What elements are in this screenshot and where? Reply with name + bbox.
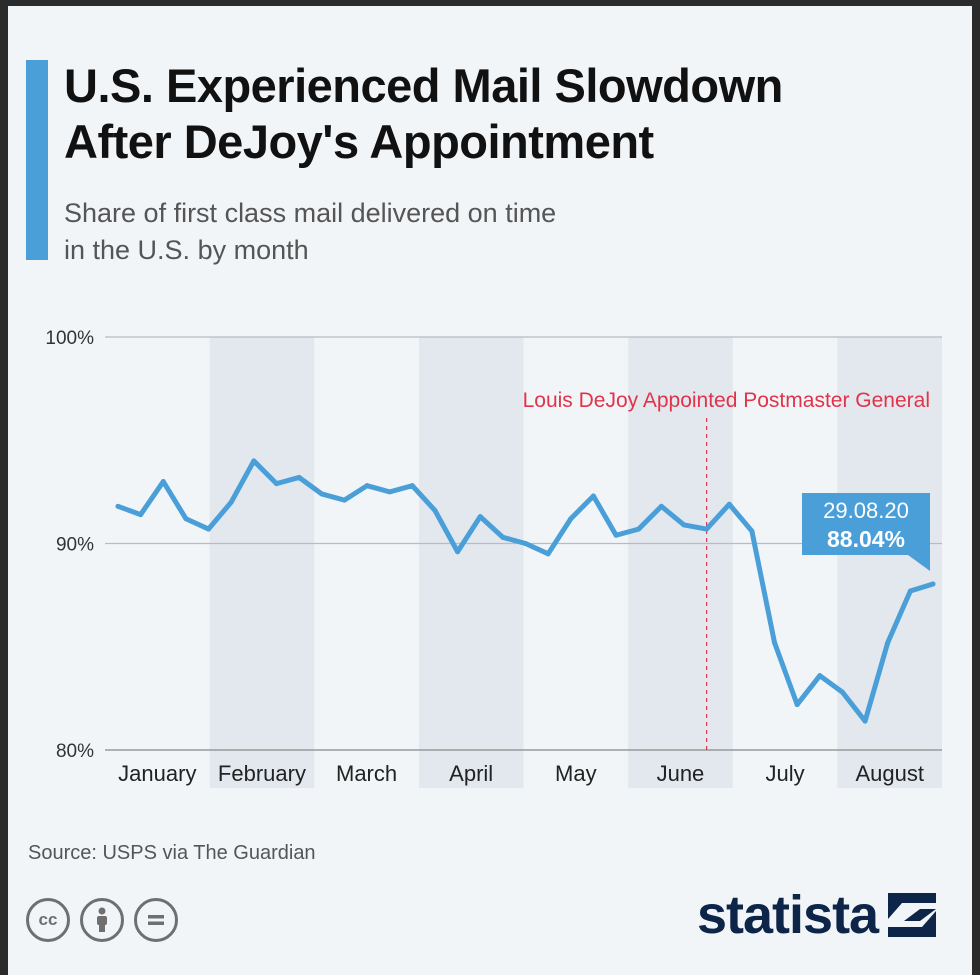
- subtitle-line-1: Share of first class mail delivered on t…: [64, 198, 557, 228]
- data-point: [341, 497, 347, 503]
- y-tick-label: 80%: [56, 741, 94, 762]
- callout-value: 88.04%: [827, 526, 905, 552]
- data-point: [930, 581, 936, 587]
- x-tick-label: June: [657, 761, 705, 786]
- data-point: [409, 483, 415, 489]
- accent-bar: [26, 60, 48, 260]
- statista-logo-icon: [888, 893, 937, 937]
- y-tick-label: 90%: [56, 535, 94, 556]
- data-point: [590, 493, 596, 499]
- data-point: [772, 640, 778, 646]
- data-point: [432, 507, 438, 513]
- data-point: [523, 541, 528, 546]
- x-tick-label: May: [555, 761, 597, 786]
- data-point: [839, 689, 845, 695]
- data-point: [115, 503, 121, 509]
- source-note: Source: USPS via The Guardian: [28, 842, 316, 864]
- data-point: [228, 499, 234, 505]
- data-point: [477, 514, 483, 520]
- callout-pointer: [908, 555, 930, 571]
- x-tick-label: July: [766, 761, 805, 786]
- chart-subtitle: Share of first class mail delivered on t…: [64, 195, 764, 269]
- data-point: [907, 588, 913, 594]
- attribution-icon[interactable]: [80, 898, 124, 942]
- license-icons: cc: [26, 898, 178, 942]
- y-tick-label: 100%: [45, 328, 94, 349]
- data-point: [885, 640, 891, 646]
- month-band: [628, 337, 733, 788]
- data-point: [273, 481, 279, 487]
- data-point: [500, 534, 506, 540]
- x-tick-label: August: [855, 761, 924, 786]
- data-point: [138, 512, 144, 518]
- subtitle-line-2: in the U.S. by month: [64, 235, 309, 265]
- brand-name: statista: [697, 885, 879, 945]
- x-tick-label: March: [336, 761, 397, 786]
- data-point: [749, 528, 755, 534]
- data-point: [183, 516, 189, 522]
- data-point: [794, 702, 800, 708]
- x-tick-label: April: [449, 761, 493, 786]
- title-line-1: U.S. Experienced Mail Slowdown: [64, 59, 783, 112]
- data-point: [817, 673, 823, 679]
- title-line-2: After DeJoy's Appointment: [64, 115, 654, 168]
- statista-logo[interactable]: statista: [697, 885, 937, 945]
- data-point: [862, 718, 868, 724]
- x-tick-label: February: [218, 761, 306, 786]
- data-point: [568, 516, 574, 522]
- creative-commons-icon[interactable]: cc: [26, 898, 70, 942]
- x-tick-label: January: [118, 761, 196, 786]
- appointment-annotation: Louis DeJoy Appointed Postmaster General: [523, 389, 930, 412]
- data-point: [545, 551, 551, 557]
- data-point: [704, 526, 710, 532]
- chart-title: U.S. Experienced Mail Slowdown After DeJ…: [64, 58, 954, 170]
- data-point: [364, 483, 370, 489]
- no-derivatives-icon[interactable]: [134, 898, 178, 942]
- month-band: [418, 337, 524, 788]
- data-point: [251, 458, 257, 464]
- data-point: [681, 522, 687, 528]
- data-point: [613, 532, 619, 538]
- data-point: [319, 491, 325, 497]
- data-point: [455, 549, 461, 555]
- callout-box: [802, 493, 930, 555]
- month-band: [209, 337, 315, 788]
- data-point: [387, 489, 393, 495]
- data-point: [658, 503, 664, 509]
- data-point: [206, 526, 212, 532]
- data-point: [160, 479, 166, 485]
- callout-date: 29.08.20: [823, 498, 909, 523]
- data-point: [726, 501, 732, 507]
- data-point: [296, 474, 302, 480]
- data-point: [636, 526, 642, 532]
